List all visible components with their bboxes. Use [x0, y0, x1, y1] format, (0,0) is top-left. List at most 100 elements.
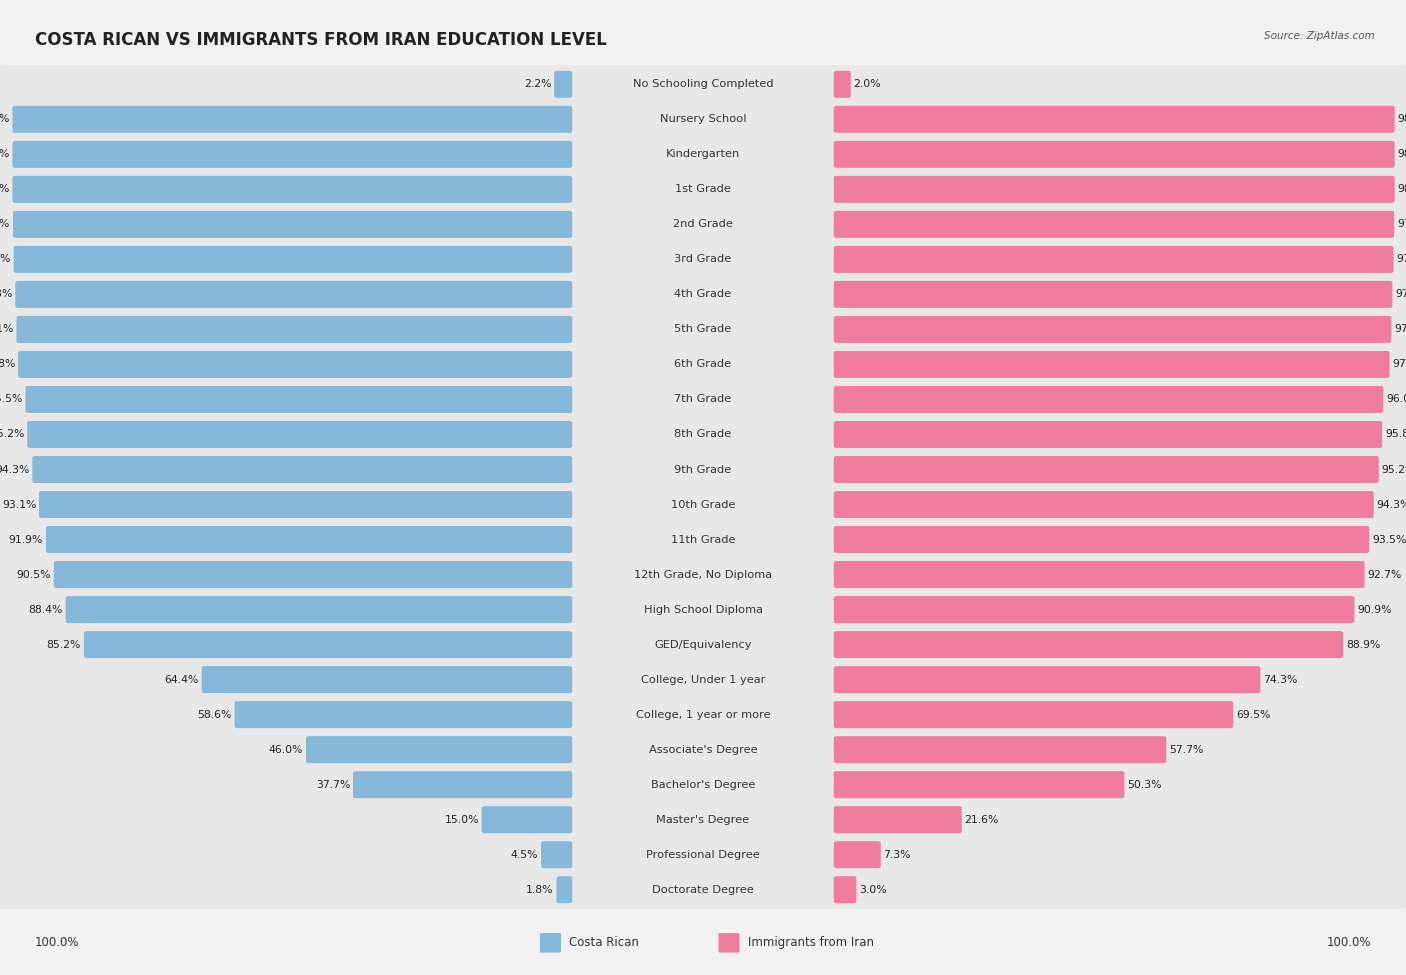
Text: 1st Grade: 1st Grade [675, 184, 731, 194]
Text: 7.3%: 7.3% [883, 849, 911, 860]
FancyBboxPatch shape [834, 491, 1374, 518]
Text: 93.1%: 93.1% [1, 499, 37, 510]
Text: High School Diploma: High School Diploma [644, 604, 762, 614]
Text: 93.5%: 93.5% [1372, 534, 1406, 545]
FancyBboxPatch shape [0, 380, 1406, 418]
Text: 3rd Grade: 3rd Grade [675, 254, 731, 264]
FancyBboxPatch shape [834, 386, 1384, 413]
FancyBboxPatch shape [13, 176, 572, 203]
FancyBboxPatch shape [834, 631, 1343, 658]
FancyBboxPatch shape [0, 800, 1406, 838]
Text: 97.3%: 97.3% [0, 290, 13, 299]
FancyBboxPatch shape [834, 806, 962, 834]
Text: 94.3%: 94.3% [0, 464, 30, 475]
FancyBboxPatch shape [13, 211, 572, 238]
Text: 97.8%: 97.8% [1396, 254, 1406, 264]
Text: Associate's Degree: Associate's Degree [648, 745, 758, 755]
Text: 97.4%: 97.4% [1395, 325, 1406, 334]
FancyBboxPatch shape [46, 526, 572, 553]
FancyBboxPatch shape [0, 310, 1406, 348]
FancyBboxPatch shape [0, 275, 1406, 313]
FancyBboxPatch shape [0, 871, 1406, 909]
FancyBboxPatch shape [307, 736, 572, 763]
Text: 10th Grade: 10th Grade [671, 499, 735, 510]
FancyBboxPatch shape [25, 386, 572, 413]
FancyBboxPatch shape [834, 596, 1354, 623]
Text: 50.3%: 50.3% [1128, 780, 1161, 790]
Text: 97.9%: 97.9% [1398, 219, 1406, 229]
FancyBboxPatch shape [0, 486, 1406, 524]
Text: Immigrants from Iran: Immigrants from Iran [748, 936, 875, 950]
FancyBboxPatch shape [66, 596, 572, 623]
FancyBboxPatch shape [834, 456, 1379, 483]
Text: 4th Grade: 4th Grade [675, 290, 731, 299]
FancyBboxPatch shape [0, 241, 1406, 279]
FancyBboxPatch shape [834, 771, 1125, 799]
FancyBboxPatch shape [17, 316, 572, 343]
FancyBboxPatch shape [834, 736, 1167, 763]
FancyBboxPatch shape [0, 626, 1406, 664]
FancyBboxPatch shape [834, 666, 1260, 693]
FancyBboxPatch shape [0, 450, 1406, 488]
FancyBboxPatch shape [235, 701, 572, 728]
Text: Kindergarten: Kindergarten [666, 149, 740, 159]
Text: 95.2%: 95.2% [0, 429, 24, 440]
Text: 12th Grade, No Diploma: 12th Grade, No Diploma [634, 569, 772, 579]
Text: 11th Grade: 11th Grade [671, 534, 735, 545]
FancyBboxPatch shape [834, 246, 1393, 273]
FancyBboxPatch shape [0, 765, 1406, 803]
FancyBboxPatch shape [53, 561, 572, 588]
FancyBboxPatch shape [201, 666, 572, 693]
FancyBboxPatch shape [0, 65, 1406, 103]
FancyBboxPatch shape [0, 591, 1406, 629]
Text: 85.2%: 85.2% [46, 640, 82, 649]
FancyBboxPatch shape [0, 136, 1406, 174]
FancyBboxPatch shape [718, 933, 740, 953]
FancyBboxPatch shape [0, 696, 1406, 733]
Text: 90.5%: 90.5% [17, 569, 51, 579]
FancyBboxPatch shape [84, 631, 572, 658]
Text: College, 1 year or more: College, 1 year or more [636, 710, 770, 720]
FancyBboxPatch shape [834, 841, 880, 868]
Text: 15.0%: 15.0% [444, 815, 479, 825]
FancyBboxPatch shape [834, 106, 1395, 133]
Text: 21.6%: 21.6% [965, 815, 998, 825]
FancyBboxPatch shape [557, 877, 572, 903]
Text: 64.4%: 64.4% [165, 675, 198, 684]
FancyBboxPatch shape [834, 71, 851, 98]
Text: 91.9%: 91.9% [8, 534, 44, 545]
FancyBboxPatch shape [834, 351, 1389, 378]
Text: 6th Grade: 6th Grade [675, 360, 731, 370]
Text: 97.7%: 97.7% [0, 219, 10, 229]
FancyBboxPatch shape [834, 421, 1382, 448]
Text: Nursery School: Nursery School [659, 114, 747, 125]
FancyBboxPatch shape [0, 171, 1406, 209]
Text: 94.3%: 94.3% [1376, 499, 1406, 510]
FancyBboxPatch shape [834, 316, 1392, 343]
Text: 96.8%: 96.8% [0, 360, 15, 370]
FancyBboxPatch shape [554, 71, 572, 98]
Text: 97.6%: 97.6% [1395, 290, 1406, 299]
FancyBboxPatch shape [834, 176, 1395, 203]
Text: No Schooling Completed: No Schooling Completed [633, 79, 773, 90]
FancyBboxPatch shape [834, 140, 1395, 168]
Text: 92.7%: 92.7% [1368, 569, 1402, 579]
Text: 2nd Grade: 2nd Grade [673, 219, 733, 229]
Text: 4.5%: 4.5% [510, 849, 538, 860]
FancyBboxPatch shape [0, 661, 1406, 699]
FancyBboxPatch shape [0, 556, 1406, 594]
Text: College, Under 1 year: College, Under 1 year [641, 675, 765, 684]
FancyBboxPatch shape [834, 877, 856, 903]
Text: 98.0%: 98.0% [1398, 149, 1406, 159]
FancyBboxPatch shape [0, 100, 1406, 138]
Text: 100.0%: 100.0% [35, 936, 80, 950]
Text: 5th Grade: 5th Grade [675, 325, 731, 334]
Text: 57.7%: 57.7% [1170, 745, 1204, 755]
FancyBboxPatch shape [27, 421, 572, 448]
Text: 97.1%: 97.1% [1392, 360, 1406, 370]
FancyBboxPatch shape [14, 246, 572, 273]
Text: 97.8%: 97.8% [0, 149, 10, 159]
Text: 96.0%: 96.0% [1386, 395, 1406, 405]
FancyBboxPatch shape [0, 206, 1406, 244]
Text: 69.5%: 69.5% [1236, 710, 1271, 720]
